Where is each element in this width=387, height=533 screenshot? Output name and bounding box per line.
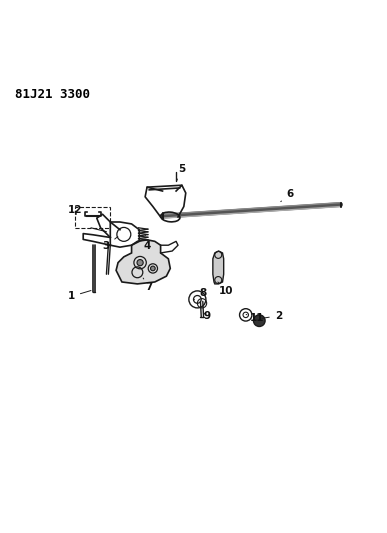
Text: 10: 10 — [218, 282, 233, 296]
Text: 3: 3 — [103, 237, 118, 251]
Text: 9: 9 — [203, 311, 210, 321]
Text: 1: 1 — [68, 290, 91, 301]
Text: 8: 8 — [194, 287, 207, 300]
Polygon shape — [116, 239, 170, 284]
Text: 81J21 3300: 81J21 3300 — [15, 88, 91, 101]
Polygon shape — [213, 251, 224, 284]
Text: 11: 11 — [246, 313, 264, 322]
Bar — [75, 206, 110, 228]
Circle shape — [151, 266, 155, 271]
Text: 7: 7 — [143, 278, 152, 292]
Text: 4: 4 — [143, 235, 151, 251]
Circle shape — [253, 315, 265, 327]
Text: 12: 12 — [68, 205, 82, 215]
Text: 5: 5 — [176, 164, 185, 181]
Text: 6: 6 — [281, 189, 294, 201]
Circle shape — [137, 260, 143, 266]
Text: 2: 2 — [262, 311, 282, 321]
